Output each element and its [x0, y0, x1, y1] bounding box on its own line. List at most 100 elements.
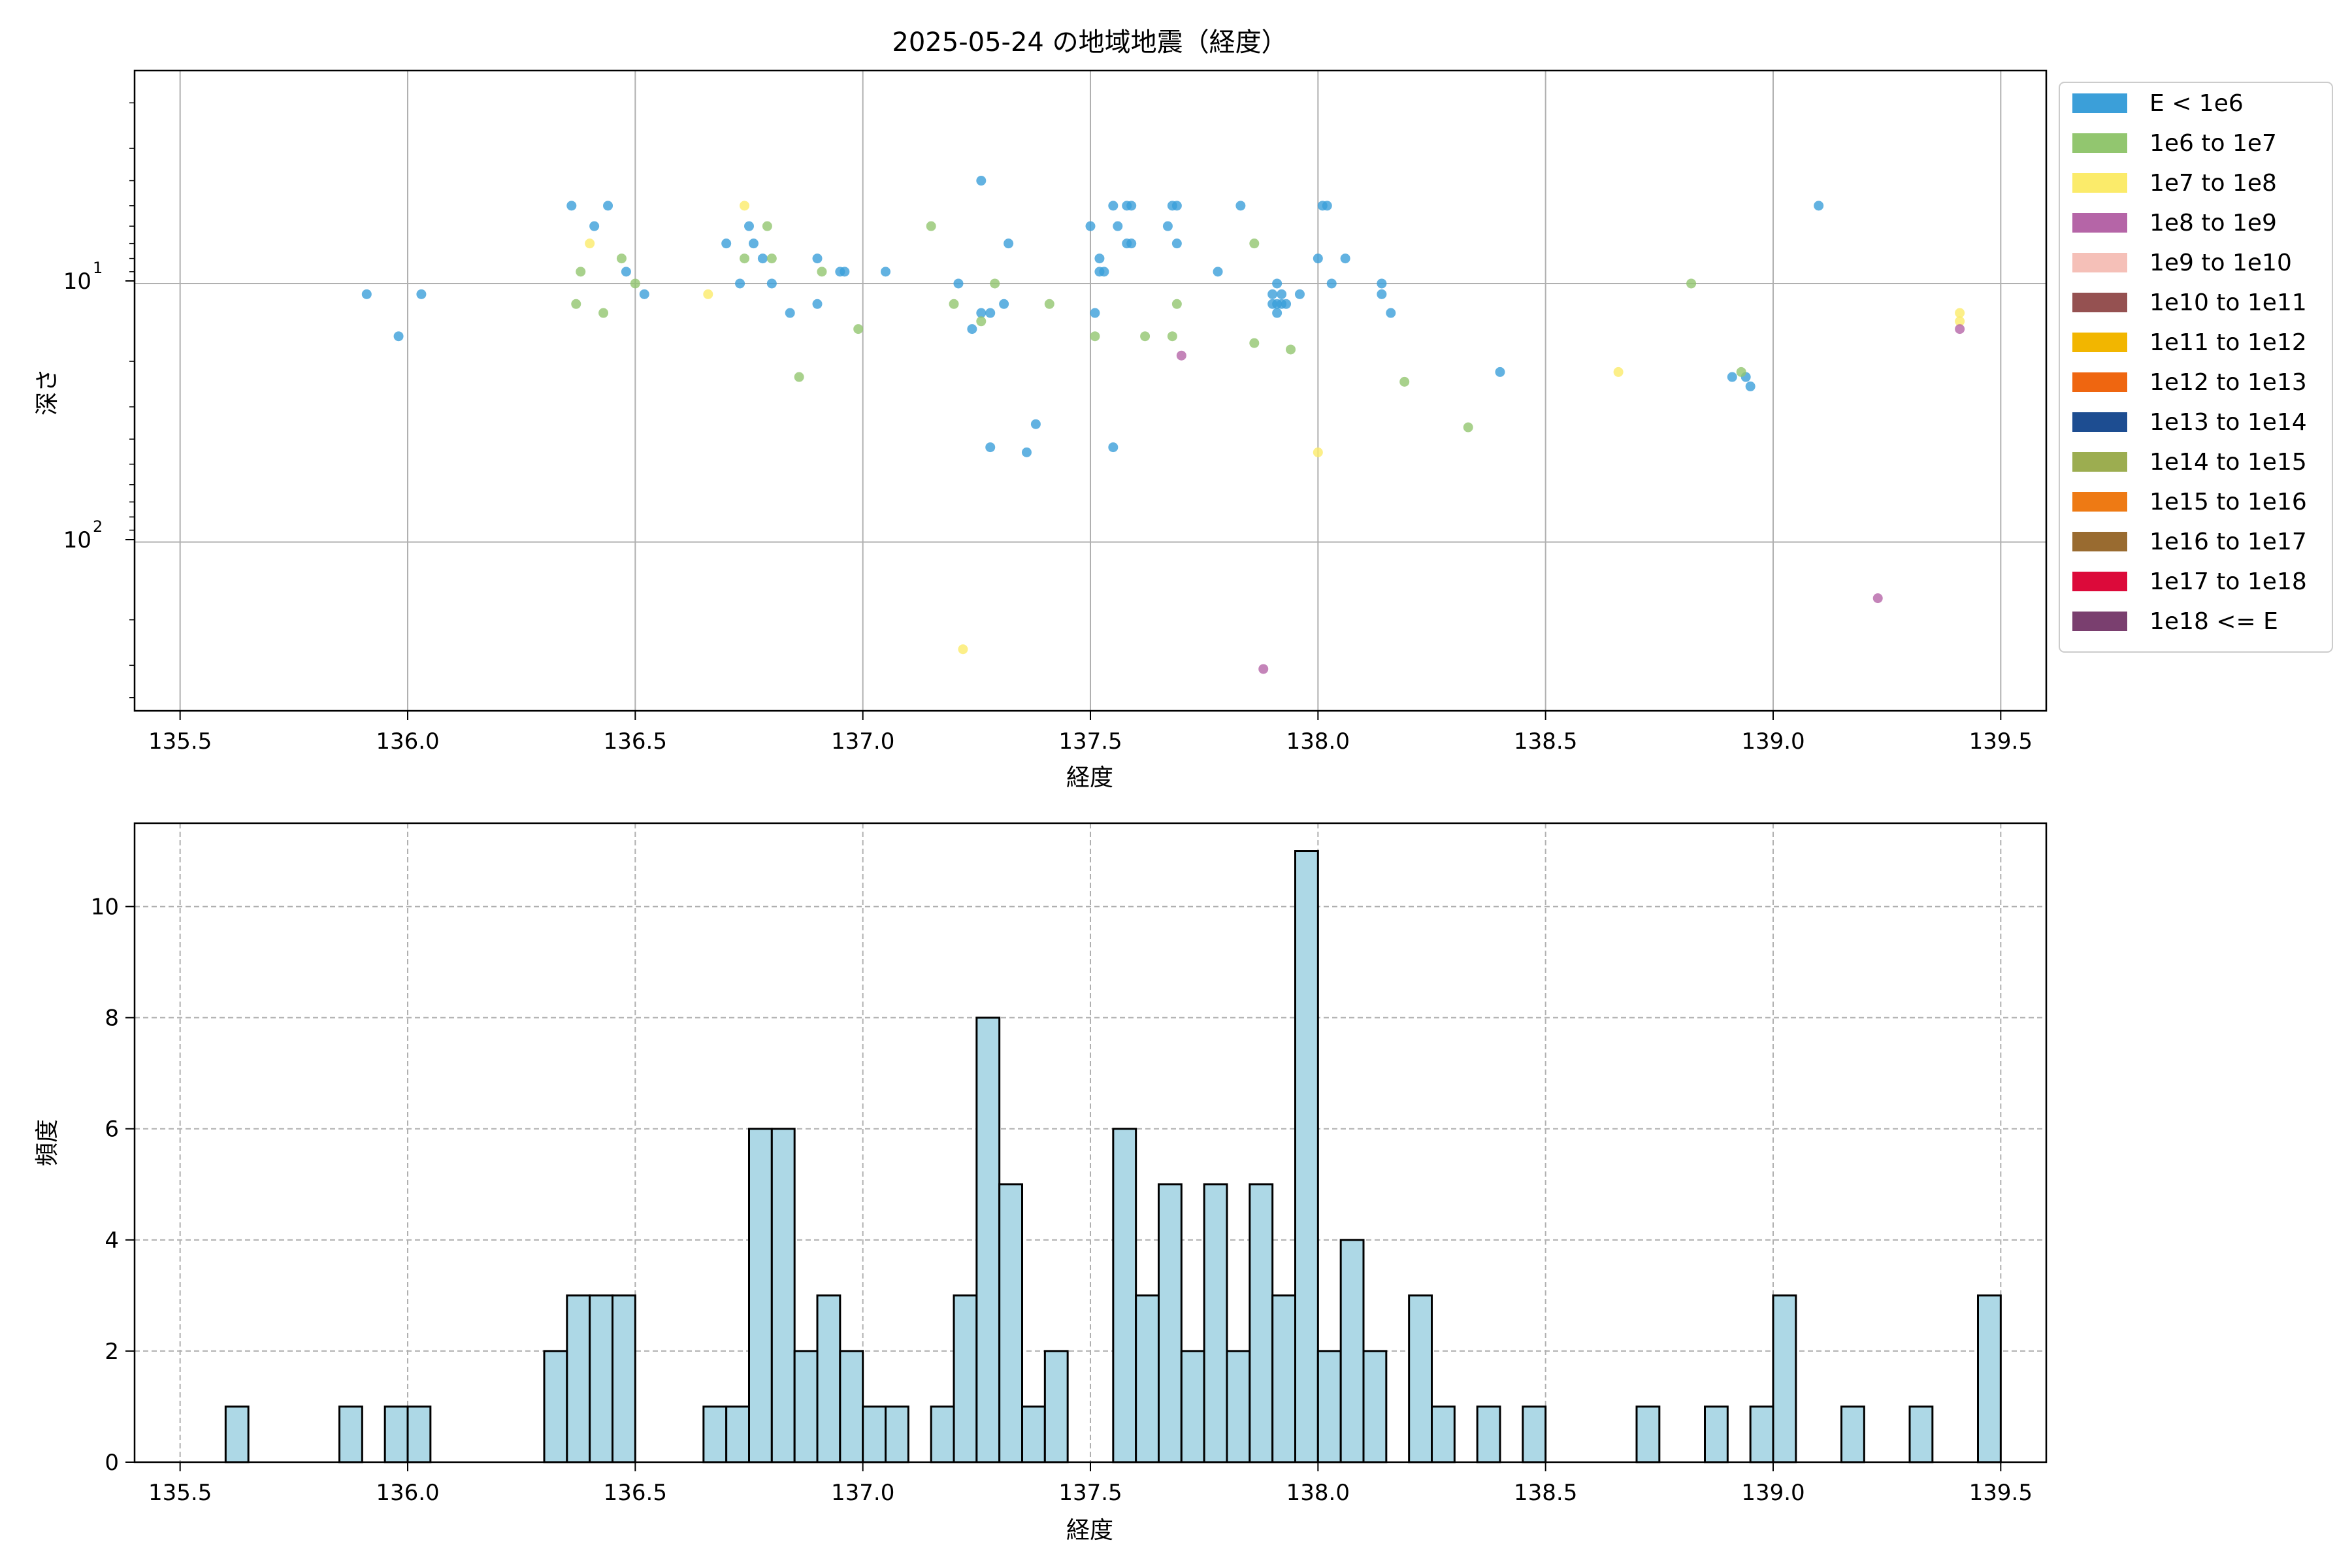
- scatter-point: [1171, 299, 1182, 309]
- scatter-point: [630, 278, 640, 289]
- scatter-y-tick-10: 10 1: [63, 259, 135, 295]
- histogram-bar: [1226, 1350, 1251, 1463]
- histogram-bar: [1476, 1405, 1501, 1463]
- scatter-point: [985, 308, 996, 318]
- histogram-y-tick-label: 6: [105, 1117, 119, 1143]
- scatter-point: [1090, 308, 1100, 318]
- scatter-point: [585, 238, 595, 249]
- histogram-bar: [566, 1294, 591, 1463]
- histogram-bar: [1339, 1239, 1365, 1463]
- scatter-y-tick-100: 10 2: [63, 517, 135, 553]
- legend-box: [2059, 82, 2333, 653]
- histogram-bar: [953, 1294, 978, 1463]
- histogram-bar: [885, 1405, 909, 1463]
- scatter-point: [740, 253, 750, 264]
- scatter-point: [393, 331, 404, 342]
- legend-label: 1e14 to 1e15: [2149, 449, 2307, 476]
- scatter-point: [757, 253, 768, 264]
- histogram-x-tick-label: 136.0: [376, 1480, 439, 1506]
- scatter-point: [1090, 331, 1100, 342]
- legend-entry: 1e18 <= E: [2072, 608, 2278, 635]
- scatter-point: [812, 299, 823, 309]
- histogram-bar: [1408, 1294, 1433, 1463]
- legend-swatch: [2072, 333, 2127, 352]
- histogram-bar: [793, 1350, 819, 1463]
- histogram-bar: [338, 1405, 363, 1463]
- scatter-point: [1277, 289, 1287, 299]
- histogram-bar: [930, 1405, 955, 1463]
- histogram-bar: [612, 1294, 636, 1463]
- legend-label: 1e18 <= E: [2149, 608, 2278, 635]
- histogram-bar: [1522, 1405, 1547, 1463]
- scatter-x-tick-labels: 135.5 136.0 136.5 137.0 137.5 138.0 138.5 139.0…: [148, 711, 2033, 755]
- scatter-point: [721, 238, 732, 249]
- histogram-bar: [748, 1128, 773, 1463]
- scatter-point: [744, 221, 754, 231]
- scatter-point: [735, 278, 745, 289]
- scatter-point: [1126, 201, 1137, 211]
- scatter-point: [1326, 278, 1337, 289]
- histogram-y-tick-label: 0: [105, 1450, 119, 1476]
- legend-swatch: [2072, 572, 2127, 591]
- histogram-bar: [406, 1405, 432, 1463]
- scatter-point: [812, 253, 823, 264]
- histogram-bar: [1112, 1128, 1137, 1463]
- histogram-bar: [816, 1294, 841, 1463]
- legend-label: 1e11 to 1e12: [2149, 329, 2307, 356]
- histogram-y-tick-label: 2: [105, 1339, 119, 1365]
- histogram-bar: [1316, 1350, 1342, 1463]
- scatter-point: [1399, 376, 1410, 387]
- scatter-point: [1272, 278, 1282, 289]
- legend-swatch: [2072, 492, 2127, 512]
- legend-label: 1e6 to 1e7: [2149, 130, 2277, 157]
- scatter-point: [953, 278, 964, 289]
- histogram-bars: [224, 850, 2002, 1463]
- scatter-point: [1213, 267, 1223, 277]
- scatter-gridlines: [135, 71, 2046, 711]
- scatter-point: [1235, 201, 1246, 211]
- histogram-x-tick-label: 138.0: [1286, 1480, 1350, 1506]
- legend-entry: 1e17 to 1e18: [2072, 568, 2307, 595]
- scatter-point: [967, 324, 977, 335]
- legend-label: 1e13 to 1e14: [2149, 409, 2307, 436]
- scatter-point: [881, 267, 890, 277]
- histogram-panel: 135.5 136.0 136.5 137.0 137.5 138.0 138.5 139.0…: [34, 822, 2048, 1544]
- scatter-point: [1167, 331, 1177, 342]
- histogram-bar: [1749, 1405, 1774, 1463]
- scatter-point: [1094, 253, 1105, 264]
- scatter-point: [1727, 372, 1737, 382]
- scatter-point: [703, 289, 713, 299]
- legend-swatch: [2072, 412, 2127, 432]
- scatter-point: [1267, 289, 1278, 299]
- scatter-point: [1030, 419, 1041, 429]
- histogram-bar: [725, 1405, 750, 1463]
- scatter-point: [1386, 308, 1396, 318]
- histogram-bar: [1135, 1294, 1160, 1463]
- legend-swatch: [2072, 452, 2127, 472]
- histogram-x-tick-label: 135.5: [148, 1480, 212, 1506]
- legend-swatch: [2072, 293, 2127, 312]
- legend-label: 1e7 to 1e8: [2149, 170, 2277, 197]
- scatter-point: [1814, 201, 1824, 211]
- scatter-point: [1004, 238, 1014, 249]
- svg-text:1: 1: [93, 259, 103, 277]
- scatter-point: [949, 299, 959, 309]
- legend-entry: E < 1e6: [2072, 90, 2244, 117]
- scatter-point: [1162, 221, 1173, 231]
- scatter-point: [817, 267, 827, 277]
- legend-label: 1e17 to 1e18: [2149, 568, 2307, 595]
- scatter-point: [1377, 289, 1387, 299]
- scatter-x-tick-label: 139.0: [1741, 728, 1805, 755]
- scatter-point: [616, 253, 627, 264]
- scatter-point: [999, 299, 1009, 309]
- histogram-bar: [702, 1405, 728, 1463]
- scatter-point: [571, 299, 581, 309]
- scatter-point: [1955, 308, 1965, 318]
- histogram-bar: [1635, 1405, 1661, 1463]
- legend-label: 1e15 to 1e16: [2149, 489, 2307, 515]
- scatter-point: [785, 308, 795, 318]
- scatter-x-tick-label: 138.5: [1514, 728, 1577, 755]
- scatter-point: [1281, 299, 1292, 309]
- scatter-point: [1340, 253, 1350, 264]
- scatter-point: [1108, 201, 1119, 211]
